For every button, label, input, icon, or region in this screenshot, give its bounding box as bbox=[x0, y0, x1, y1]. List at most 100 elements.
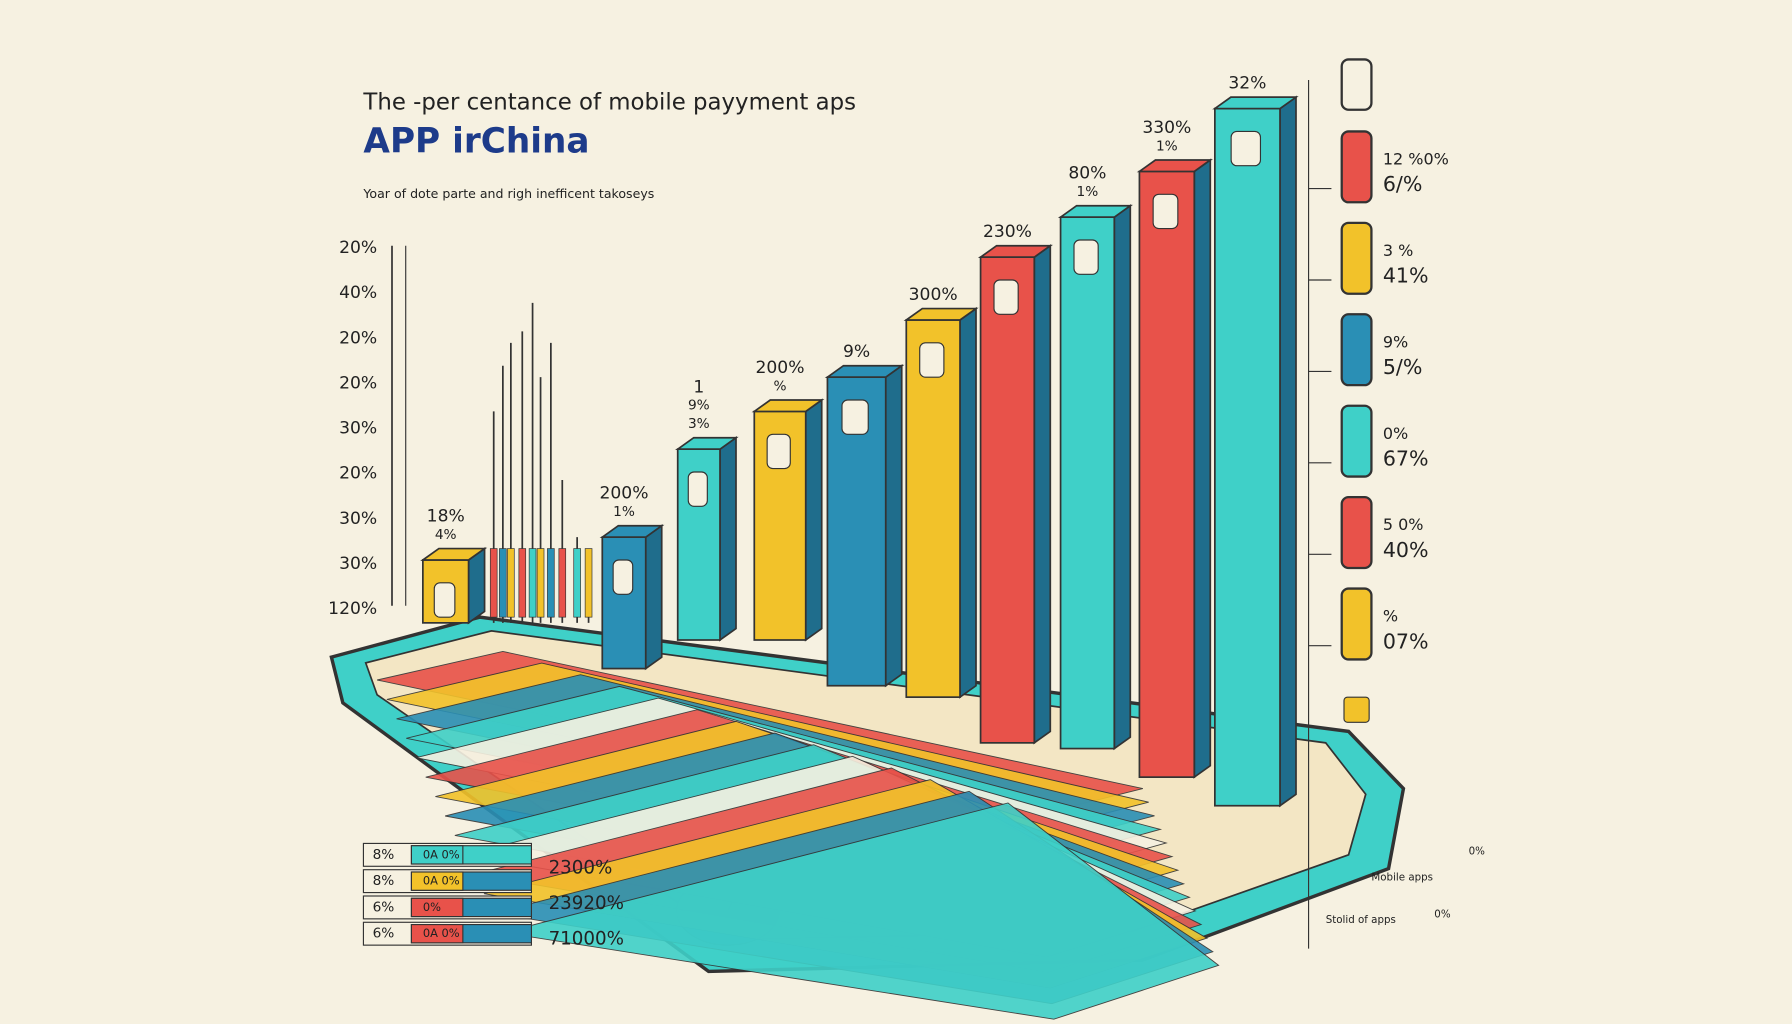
legend-icon bbox=[1340, 404, 1373, 478]
bar-side bbox=[1279, 95, 1297, 808]
thin-bar-fill bbox=[518, 548, 527, 618]
legend-text: 3 % bbox=[1383, 241, 1413, 260]
bar-icon bbox=[919, 342, 945, 378]
bar-side bbox=[959, 306, 977, 699]
subtitle: Yoar of dote parte and righ inefficent t… bbox=[362, 186, 654, 201]
bar-top bbox=[1212, 96, 1299, 110]
table-left: 8% bbox=[373, 873, 395, 889]
bar-label: 9% bbox=[843, 342, 870, 362]
thin-bar-fill bbox=[536, 548, 545, 618]
bar-label: 330% bbox=[1142, 118, 1191, 138]
legend-text: 0% bbox=[1383, 424, 1408, 443]
y-axis-label: 20% bbox=[339, 373, 377, 393]
y-axis-label: 30% bbox=[339, 509, 377, 529]
legend-text: % bbox=[1383, 607, 1398, 626]
legend-icon bbox=[1340, 58, 1373, 111]
bar-icon bbox=[1073, 239, 1099, 275]
thin-bar-fill bbox=[489, 548, 498, 618]
bar-label: 4% bbox=[435, 527, 457, 543]
bar-label: 1% bbox=[1077, 184, 1099, 200]
thin-bar-fill bbox=[547, 548, 555, 618]
y-axis-label: 120% bbox=[328, 599, 377, 619]
bar-top bbox=[420, 547, 488, 561]
bar-front bbox=[1138, 170, 1196, 778]
legend-icon bbox=[1340, 130, 1373, 204]
table-left: 6% bbox=[373, 899, 395, 915]
note: Stolid of apps bbox=[1326, 914, 1396, 926]
table-chip bbox=[410, 871, 464, 891]
table-mid: 0A 0% bbox=[423, 874, 460, 888]
bar-icon bbox=[1230, 130, 1262, 167]
bar-side bbox=[804, 398, 823, 642]
bar-side bbox=[644, 524, 663, 671]
thin-bar-fill bbox=[584, 548, 593, 618]
legend-text: 67% bbox=[1383, 446, 1429, 470]
bar-label: 1% bbox=[613, 504, 635, 520]
bar-side bbox=[467, 546, 486, 625]
bar-icon bbox=[1152, 193, 1179, 230]
y-axis-label: 30% bbox=[339, 419, 377, 439]
bar-top bbox=[977, 244, 1053, 258]
table-total: 23920% bbox=[549, 893, 624, 914]
thin-bar-fill bbox=[528, 548, 537, 618]
table-total: 71000% bbox=[549, 928, 624, 949]
bar-side bbox=[1193, 158, 1212, 779]
y-axis-label: 20% bbox=[339, 464, 377, 484]
bar-icon bbox=[766, 433, 791, 470]
table-mid: 0A 0% bbox=[423, 926, 460, 940]
legend-text: 07% bbox=[1383, 629, 1429, 653]
bar-label: 9% bbox=[688, 398, 710, 414]
title-line2: APP irChina bbox=[363, 121, 589, 161]
bar-label: 80% bbox=[1068, 164, 1106, 184]
bar-label: % bbox=[773, 378, 786, 394]
bar-side bbox=[1113, 204, 1132, 751]
bar-top bbox=[675, 436, 739, 450]
thin-bar-fill bbox=[573, 548, 581, 618]
bar-icon bbox=[612, 559, 634, 595]
bar-front bbox=[905, 319, 961, 698]
legend-text: 5/% bbox=[1383, 355, 1423, 379]
table-mid: 0A 0% bbox=[423, 847, 460, 861]
legend-text: 12 %0% bbox=[1383, 149, 1449, 168]
table-left: 6% bbox=[373, 926, 395, 942]
note: 0% bbox=[1434, 908, 1451, 920]
table-total: 2300% bbox=[549, 858, 613, 879]
bar-top bbox=[903, 307, 979, 321]
table-chip bbox=[410, 897, 464, 918]
bar-label: 200% bbox=[756, 358, 805, 378]
thin-bar-fill bbox=[499, 548, 507, 618]
y-axis-label: 20% bbox=[339, 328, 377, 348]
bar-icon bbox=[433, 582, 456, 618]
bar-icon bbox=[841, 399, 869, 435]
bar-front bbox=[601, 536, 647, 670]
legend-icon bbox=[1340, 587, 1373, 661]
legend-icon bbox=[1343, 696, 1370, 723]
bar-top bbox=[599, 524, 665, 538]
table-chip bbox=[410, 924, 464, 944]
bar-top bbox=[751, 399, 825, 413]
legend-text: 40% bbox=[1383, 538, 1429, 562]
bar-icon bbox=[687, 471, 708, 507]
legend-text: 41% bbox=[1383, 264, 1429, 288]
thin-bar-fill bbox=[558, 548, 567, 618]
bar-side bbox=[1033, 244, 1052, 745]
bar-label: 200% bbox=[600, 484, 649, 504]
bar-top bbox=[824, 364, 905, 378]
bar-label: 3% bbox=[688, 416, 710, 432]
bar-front bbox=[1059, 216, 1116, 750]
screen-stripe bbox=[503, 802, 1220, 1020]
bar-side bbox=[884, 364, 903, 688]
legend-icon bbox=[1340, 221, 1373, 295]
table-left: 8% bbox=[373, 847, 395, 863]
note: Mobile apps bbox=[1371, 872, 1433, 884]
bar-label: 18% bbox=[427, 507, 465, 527]
legend-text: 9% bbox=[1383, 332, 1408, 351]
bar-side bbox=[719, 436, 737, 642]
bar-top bbox=[1136, 159, 1213, 173]
title-line1: The -per centance of mobile payyment aps bbox=[362, 89, 856, 115]
thin-bar-fill bbox=[507, 548, 515, 618]
bar-label: 1% bbox=[1156, 138, 1178, 154]
y-axis-label: 40% bbox=[339, 283, 377, 303]
